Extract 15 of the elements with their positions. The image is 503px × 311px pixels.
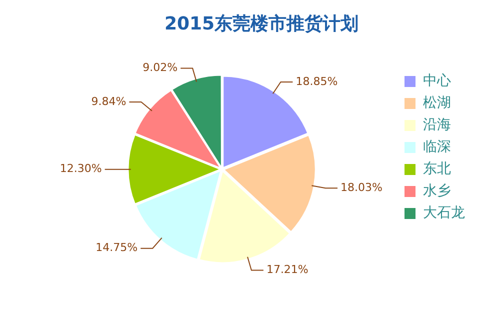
legend-label: 松湖 bbox=[423, 95, 451, 112]
legend-label: 水乡 bbox=[423, 183, 451, 200]
data-label: 18.85% bbox=[296, 74, 338, 88]
legend-label: 中心 bbox=[423, 73, 451, 90]
data-label: 12.30% bbox=[60, 162, 102, 176]
data-label: 9.84% bbox=[91, 94, 126, 108]
legend-label: 东北 bbox=[423, 161, 451, 178]
data-label: 17.21% bbox=[266, 263, 308, 276]
data-label: 9.02% bbox=[142, 61, 178, 74]
legend-label: 临深 bbox=[423, 139, 451, 156]
legend-label: 大石龙 bbox=[423, 205, 465, 222]
data-label: 14.75% bbox=[96, 241, 138, 254]
data-label: 18.03% bbox=[340, 180, 382, 194]
legend-label: 沿海 bbox=[423, 117, 451, 134]
chart-title: 2015东莞楼市推货计划 bbox=[164, 13, 359, 34]
